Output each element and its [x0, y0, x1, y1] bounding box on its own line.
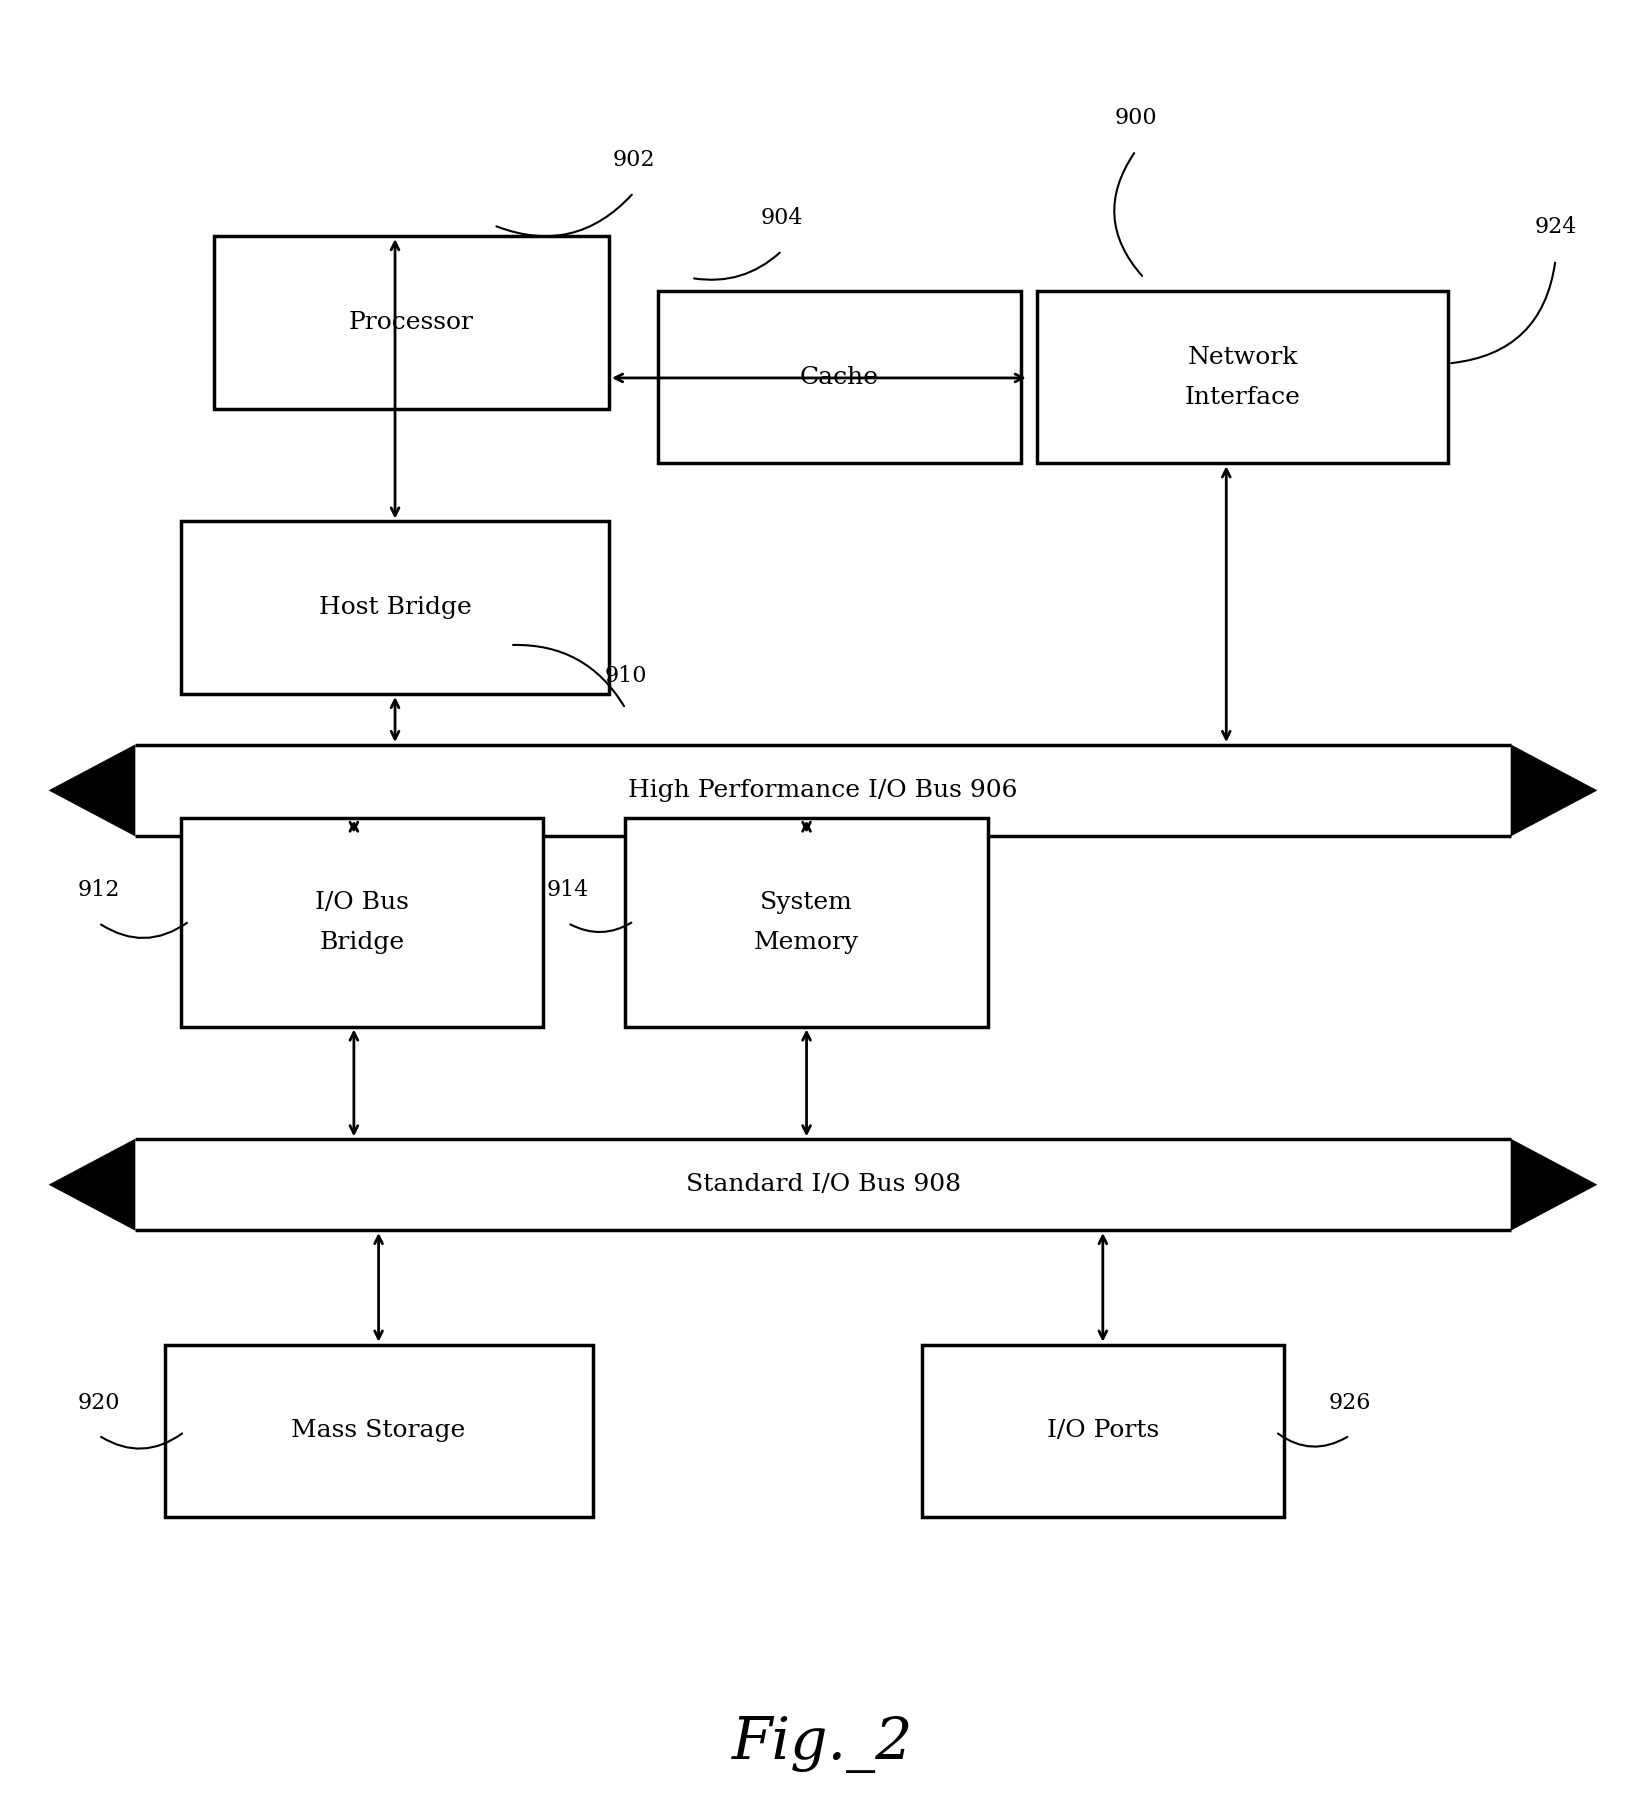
Polygon shape — [135, 745, 1511, 836]
Text: 910: 910 — [604, 665, 647, 687]
Text: High Performance I/O Bus 906: High Performance I/O Bus 906 — [629, 779, 1017, 801]
Text: 912: 912 — [77, 879, 120, 901]
Text: Network: Network — [1187, 345, 1299, 369]
Text: Fig._2: Fig._2 — [732, 1715, 914, 1773]
Text: Host Bridge: Host Bridge — [319, 596, 471, 620]
Text: I/O Bus: I/O Bus — [314, 890, 410, 914]
Text: 924: 924 — [1534, 216, 1577, 238]
Text: 900: 900 — [1114, 107, 1157, 129]
Text: Interface: Interface — [1185, 385, 1300, 409]
Text: 904: 904 — [760, 207, 803, 229]
Bar — [165, 1345, 593, 1517]
Text: System: System — [760, 890, 853, 914]
Polygon shape — [135, 1139, 1511, 1230]
Text: Cache: Cache — [800, 365, 879, 389]
Bar — [658, 291, 1021, 463]
Polygon shape — [49, 745, 135, 836]
Polygon shape — [1511, 745, 1597, 836]
Text: 902: 902 — [612, 149, 655, 171]
Text: Bridge: Bridge — [319, 930, 405, 954]
Bar — [625, 818, 988, 1027]
Text: Memory: Memory — [754, 930, 859, 954]
Polygon shape — [49, 1139, 135, 1230]
Bar — [922, 1345, 1284, 1517]
Text: I/O Ports: I/O Ports — [1047, 1419, 1159, 1443]
Text: Standard I/O Bus 908: Standard I/O Bus 908 — [685, 1174, 961, 1196]
Text: 926: 926 — [1328, 1392, 1371, 1414]
Bar — [181, 818, 543, 1027]
Bar — [214, 236, 609, 409]
Text: Processor: Processor — [349, 311, 474, 334]
Bar — [181, 521, 609, 694]
Bar — [1037, 291, 1448, 463]
Polygon shape — [1511, 1139, 1597, 1230]
Text: 920: 920 — [77, 1392, 120, 1414]
Text: Mass Storage: Mass Storage — [291, 1419, 466, 1443]
Text: 914: 914 — [546, 879, 589, 901]
